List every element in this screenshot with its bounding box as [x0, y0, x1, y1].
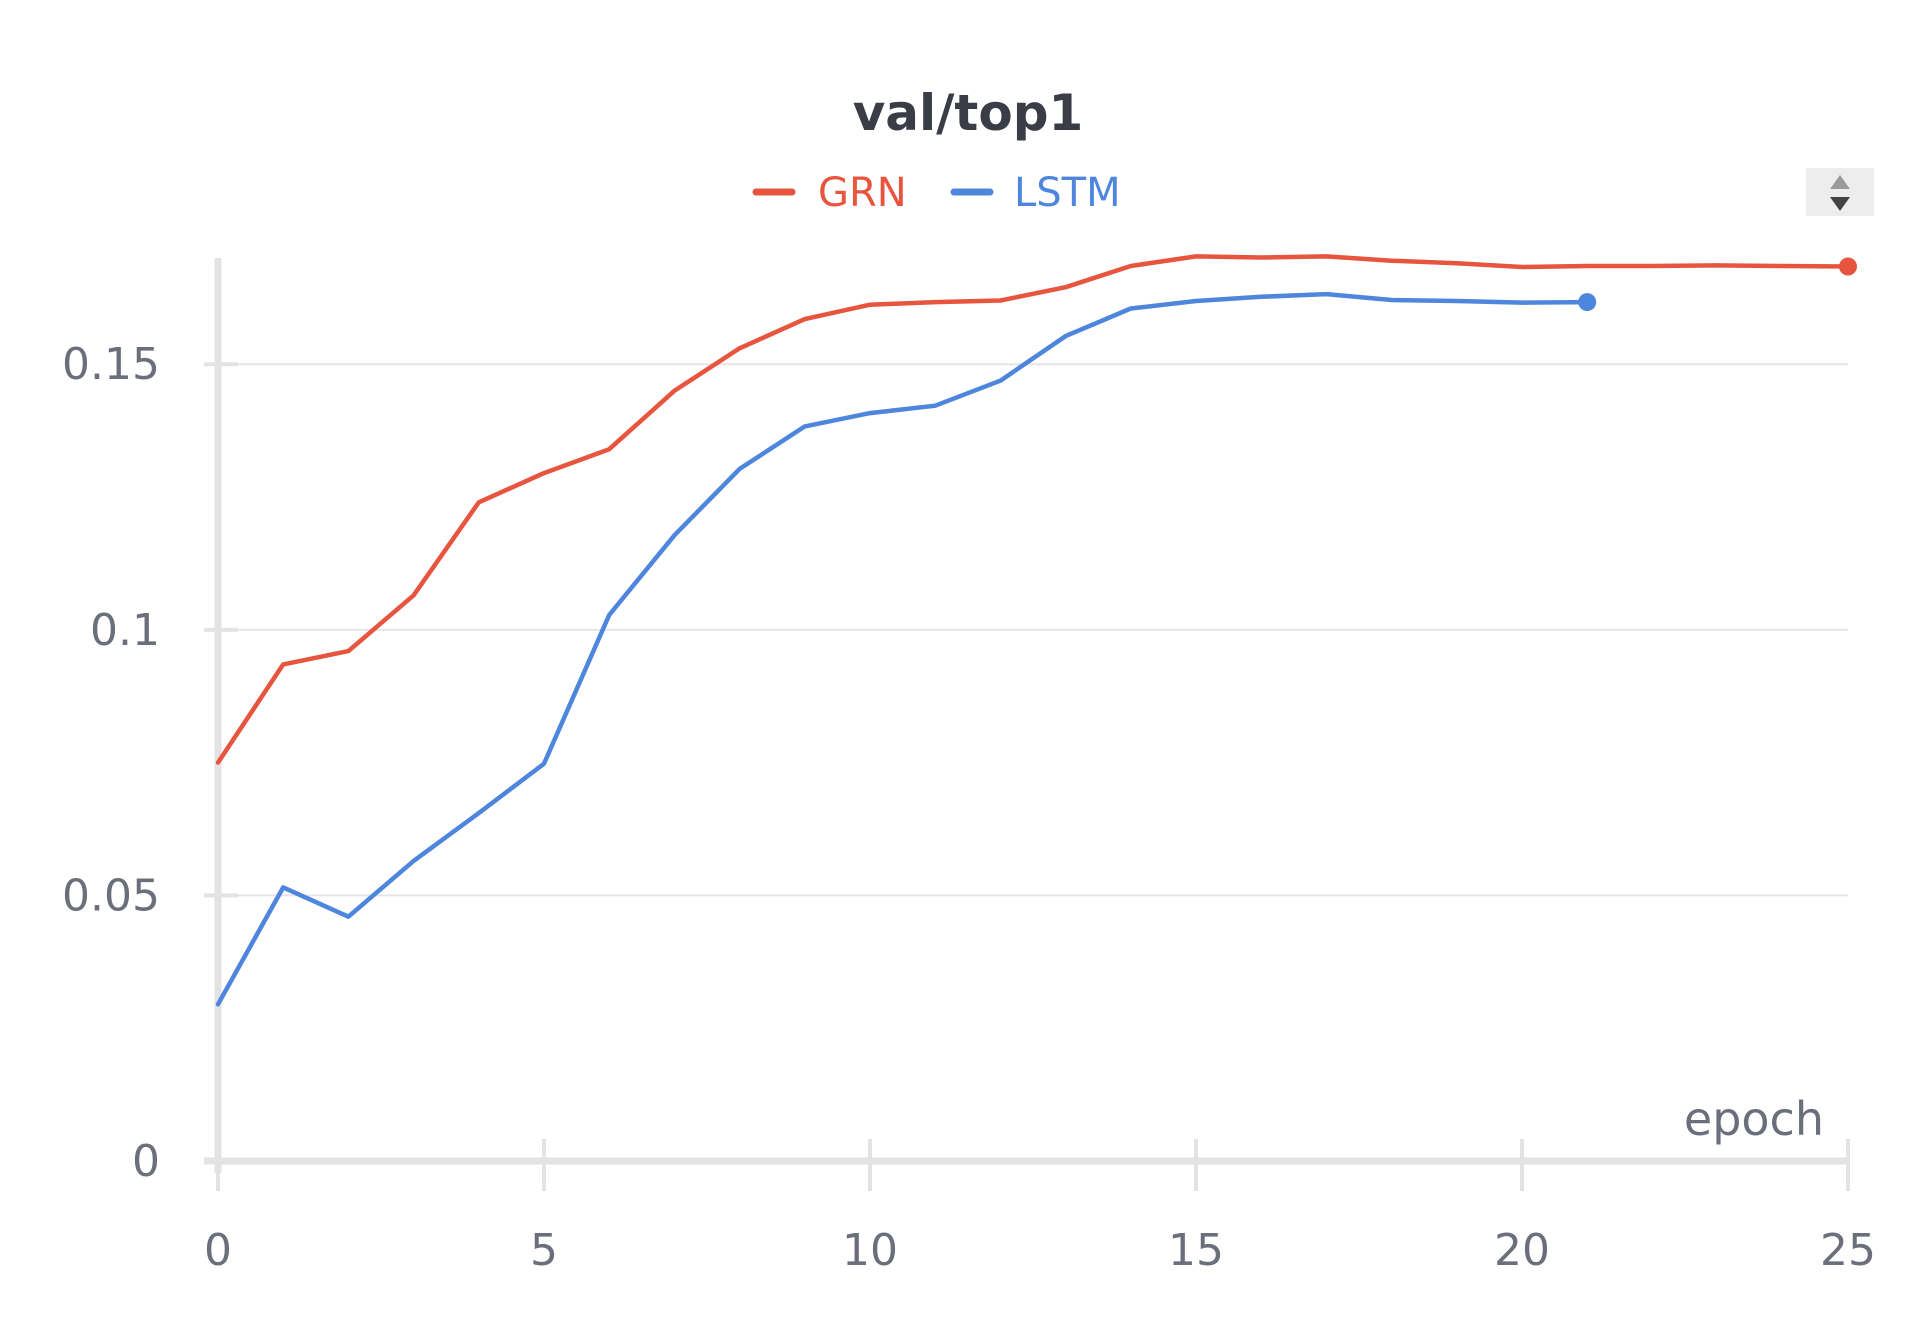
- chevron-down-icon[interactable]: [1830, 197, 1850, 211]
- series-end-marker-grn[interactable]: [1839, 257, 1857, 276]
- tick-labels: 0 0.05 0.1 0.15 0 5 10 15 20 25: [62, 339, 1876, 1276]
- y-tick-label: 0.15: [62, 339, 160, 390]
- x-tick-label: 25: [1820, 1225, 1876, 1276]
- legend-label-lstm: LSTM: [1014, 170, 1121, 216]
- x-axis-title: epoch: [1684, 1092, 1824, 1146]
- legend-item-lstm[interactable]: LSTM: [950, 170, 1121, 216]
- chart-title: val/top1: [853, 84, 1084, 142]
- legend-item-grn[interactable]: GRN: [752, 170, 907, 216]
- series-layer: [215, 254, 1857, 1007]
- x-tick-label: 15: [1168, 1225, 1224, 1276]
- series-line-lstm[interactable]: [215, 291, 1590, 1007]
- x-tick-label: 0: [204, 1225, 232, 1276]
- series-end-marker-lstm[interactable]: [1578, 293, 1597, 312]
- series-line-grn[interactable]: [215, 254, 1851, 765]
- grid: [218, 363, 1848, 897]
- x-tick-label: 5: [530, 1225, 558, 1276]
- legend-label-grn: GRN: [818, 170, 907, 216]
- axes: [204, 258, 1850, 1191]
- y-tick-label: 0: [132, 1136, 160, 1187]
- x-tick-label: 10: [842, 1225, 898, 1276]
- y-tick-label: 0.1: [90, 605, 160, 656]
- y-tick-label: 0.05: [62, 870, 160, 921]
- x-tick-label: 20: [1494, 1225, 1550, 1276]
- legend: GRN LSTM: [752, 170, 1121, 216]
- legend-scroll-control[interactable]: [1806, 168, 1874, 216]
- chevron-up-icon[interactable]: [1830, 175, 1850, 189]
